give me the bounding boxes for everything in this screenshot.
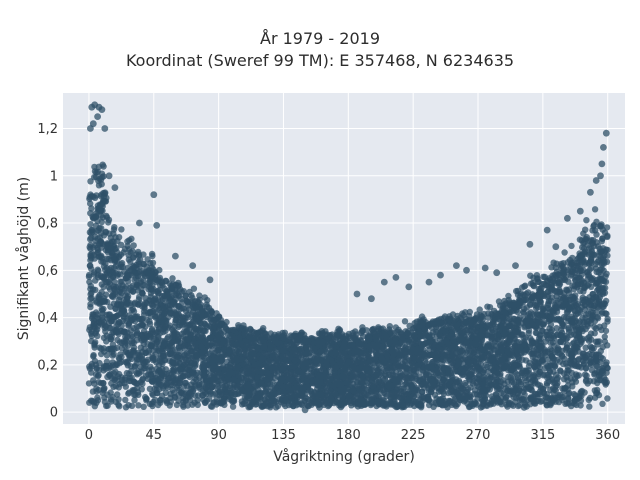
scatter-point xyxy=(550,389,557,396)
scatter-point xyxy=(519,284,526,291)
scatter-point xyxy=(537,398,544,405)
scatter-points xyxy=(85,101,611,414)
scatter-point xyxy=(516,387,523,394)
scatter-point xyxy=(229,403,237,410)
scatter-point xyxy=(568,242,575,250)
scatter-point xyxy=(149,252,156,260)
scatter-point xyxy=(91,194,99,201)
scatter-point xyxy=(525,367,532,374)
scatter-point xyxy=(140,403,147,410)
scatter-point xyxy=(314,353,321,361)
scatter-point xyxy=(380,386,387,394)
scatter-point xyxy=(85,380,93,387)
scatter-point xyxy=(86,278,93,286)
chart-subtitle: Koordinat (Sweref 99 TM): E 357468, N 62… xyxy=(125,51,515,70)
scatter-point xyxy=(563,373,570,381)
scatter-point xyxy=(543,379,551,387)
scatter-point xyxy=(604,395,611,402)
scatter-point xyxy=(103,265,111,272)
scatter-point xyxy=(279,365,287,372)
scatter-point xyxy=(169,275,176,282)
scatter-point xyxy=(135,402,142,409)
scatter-point xyxy=(401,318,409,325)
scatter-point xyxy=(92,277,99,284)
scatter-point xyxy=(204,297,211,304)
scatter-point xyxy=(103,352,111,359)
scatter-point xyxy=(100,385,108,392)
scatter-point xyxy=(87,221,94,228)
scatter-point xyxy=(87,200,94,207)
scatter-point xyxy=(128,402,136,409)
scatter-point xyxy=(122,396,129,404)
scatter-point xyxy=(492,310,500,317)
scatter-point xyxy=(587,320,594,327)
scatter-point xyxy=(130,254,137,261)
scatter-point xyxy=(598,238,605,245)
scatter-point xyxy=(163,277,170,285)
scatter-point xyxy=(146,309,153,317)
scatter-point xyxy=(582,311,590,318)
scatter-point xyxy=(448,330,456,337)
scatter-point xyxy=(564,341,571,348)
scatter-point xyxy=(96,175,103,183)
scatter-point xyxy=(138,386,145,393)
scatter-point xyxy=(586,403,593,410)
scatter-point xyxy=(527,309,535,316)
scatter-point xyxy=(484,303,491,310)
scatter-point xyxy=(118,226,125,233)
scatter-point xyxy=(134,371,141,378)
scatter-point xyxy=(173,401,181,409)
scatter-point xyxy=(542,338,549,345)
scatter-point xyxy=(87,210,94,217)
chart-title: År 1979 - 2019 xyxy=(260,29,380,48)
scatter-point xyxy=(112,383,120,390)
scatter-point xyxy=(107,303,114,310)
scatter-point xyxy=(589,314,596,321)
scatter-point xyxy=(561,249,568,256)
scatter-point xyxy=(113,377,120,384)
scatter-point xyxy=(544,362,551,370)
scatter-point xyxy=(552,264,559,271)
scatter-point xyxy=(109,352,116,359)
scatter-point xyxy=(593,309,600,316)
scatter-point xyxy=(91,344,98,351)
scatter-point xyxy=(128,306,135,314)
scatter-point xyxy=(602,310,609,317)
scatter-point xyxy=(125,252,132,259)
scatter-point xyxy=(190,285,198,292)
scatter-point xyxy=(188,292,195,299)
scatter-point xyxy=(601,338,609,345)
scatter-point xyxy=(599,400,606,407)
scatter-point xyxy=(604,232,611,239)
scatter-point xyxy=(129,338,136,345)
scatter-point xyxy=(572,395,579,403)
scatter-point xyxy=(93,388,100,395)
scatter-point xyxy=(522,334,529,341)
scatter-point xyxy=(522,341,529,348)
scatter-point xyxy=(92,286,99,294)
scatter-point xyxy=(543,401,550,408)
scatter-point xyxy=(183,356,190,364)
scatter-point xyxy=(89,313,96,320)
scatter-point xyxy=(130,242,137,249)
scatter-point xyxy=(124,238,131,245)
scatter-point xyxy=(100,232,108,239)
scatter-point xyxy=(547,321,555,328)
scatter-point xyxy=(585,337,593,344)
scatter-point xyxy=(113,249,121,256)
scatter-point xyxy=(540,273,547,280)
scatter-point xyxy=(288,401,295,408)
scatter-point xyxy=(594,315,602,322)
